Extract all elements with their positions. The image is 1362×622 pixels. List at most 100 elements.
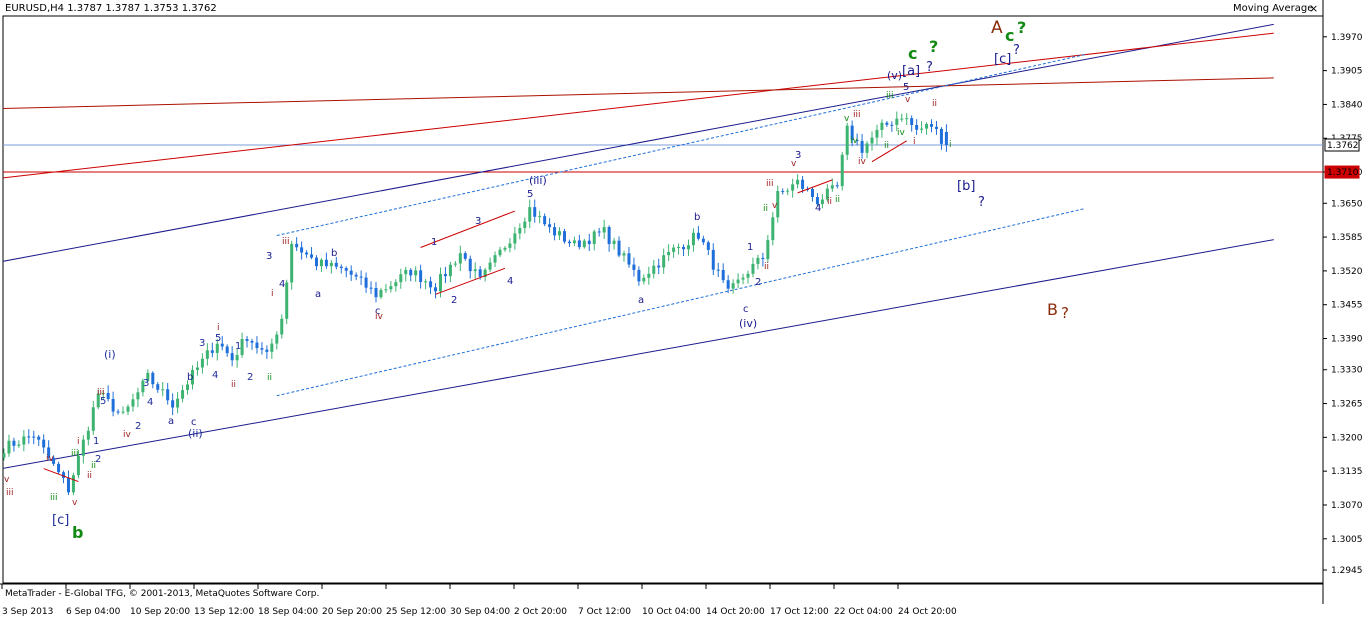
candle-body bbox=[840, 154, 844, 187]
candle-body bbox=[701, 238, 705, 243]
wave-label: iv bbox=[897, 128, 906, 138]
wave-label: v bbox=[72, 498, 78, 508]
candle-body bbox=[86, 430, 90, 440]
candle-body bbox=[52, 457, 56, 464]
candle-body bbox=[290, 243, 294, 283]
wave-label: 1 bbox=[235, 341, 241, 352]
wave-channel-line bbox=[435, 267, 506, 295]
candle-body bbox=[379, 289, 383, 298]
y-tick-label: 1.3135 bbox=[1331, 467, 1362, 477]
candle-body bbox=[438, 274, 442, 292]
candle-body bbox=[850, 125, 854, 140]
plot-area: [c]biiiviviiiiviiiii12iiiii5(i)iv234abc(… bbox=[3, 18, 1323, 542]
wave-label: 3 bbox=[266, 251, 272, 262]
candle-body bbox=[815, 196, 819, 205]
trend-line bbox=[3, 77, 1274, 109]
x-tick-label: 6 Sep 04:00 bbox=[66, 607, 121, 617]
wave-label: [c] bbox=[994, 52, 1011, 67]
wave-label: (v) bbox=[887, 69, 902, 82]
candle-body bbox=[240, 339, 244, 356]
wave-label: iv bbox=[858, 157, 867, 167]
wave-label: iv bbox=[123, 430, 132, 440]
wave-label: v bbox=[4, 475, 10, 485]
wave-label: 3 bbox=[795, 150, 801, 161]
wave-label: i bbox=[77, 437, 80, 447]
wave-label: 2 bbox=[755, 277, 761, 288]
candle-body bbox=[577, 240, 581, 248]
candle-body bbox=[384, 289, 388, 291]
candle-body bbox=[250, 341, 254, 343]
candle-body bbox=[463, 253, 467, 259]
indicator-label[interactable]: Moving Average bbox=[1233, 3, 1314, 14]
candle-body bbox=[161, 389, 165, 391]
candle-body bbox=[354, 274, 358, 277]
candle-body bbox=[141, 380, 145, 393]
candle-body bbox=[607, 227, 611, 245]
candle-body bbox=[101, 392, 105, 394]
wave-label: [b] bbox=[957, 179, 975, 194]
candle-body bbox=[280, 318, 284, 335]
wave-label: 3 bbox=[143, 378, 149, 389]
price-tag bbox=[1324, 165, 1360, 179]
candle-body bbox=[567, 241, 571, 244]
candle-body bbox=[652, 265, 656, 274]
candle-body bbox=[657, 265, 661, 268]
x-tick-label: 30 Sep 04:00 bbox=[450, 607, 510, 617]
y-tick-label: 1.3070 bbox=[1331, 501, 1362, 511]
wave-label: iv bbox=[46, 454, 55, 464]
candle-body bbox=[493, 255, 497, 263]
candle-body bbox=[875, 129, 879, 138]
x-tick-label: 10 Sep 20:00 bbox=[130, 607, 190, 617]
candle-body bbox=[835, 185, 839, 187]
plot-frame bbox=[2, 15, 1324, 584]
wave-label: 1 bbox=[431, 237, 437, 248]
candle-body bbox=[860, 140, 864, 153]
candle-body bbox=[295, 243, 299, 248]
x-tick-label: 10 Oct 04:00 bbox=[642, 607, 701, 617]
candle-body bbox=[677, 246, 681, 248]
wave-label: iii bbox=[766, 179, 774, 189]
candle-body bbox=[870, 137, 874, 144]
candle-body bbox=[195, 367, 199, 370]
candle-body bbox=[76, 455, 80, 476]
candle-body bbox=[786, 190, 790, 192]
wave-label: b bbox=[694, 212, 700, 223]
wave-label: 5 bbox=[903, 82, 909, 93]
candle-body bbox=[66, 477, 70, 493]
wave-label: ? bbox=[1061, 304, 1069, 322]
wave-label: ii bbox=[267, 373, 272, 383]
wave-label: iii bbox=[71, 449, 79, 459]
trend-line bbox=[3, 32, 1274, 179]
candle-body bbox=[771, 217, 775, 241]
candle-body bbox=[513, 233, 517, 244]
wave-label: B bbox=[1047, 300, 1058, 319]
wave-label: i bbox=[217, 323, 220, 333]
candle-body bbox=[151, 372, 155, 385]
candle-body bbox=[215, 343, 219, 353]
candle-body bbox=[696, 232, 700, 239]
candle-body bbox=[468, 258, 472, 272]
wave-label: iii bbox=[6, 488, 14, 498]
x-tick-label: 22 Oct 04:00 bbox=[834, 607, 893, 617]
candle-body bbox=[691, 232, 695, 246]
wave-label: (ii) bbox=[188, 427, 203, 440]
price-tag bbox=[1324, 138, 1360, 152]
wave-label: iii bbox=[97, 388, 105, 398]
candle-body bbox=[637, 269, 641, 282]
close-icon[interactable]: × bbox=[1309, 2, 1319, 15]
y-tick-label: 1.3200 bbox=[1331, 433, 1362, 443]
wave-label: iii bbox=[886, 91, 894, 101]
candle-body bbox=[582, 240, 586, 248]
candle-body bbox=[791, 184, 795, 191]
candle-body bbox=[478, 269, 482, 277]
candle-body bbox=[106, 392, 110, 399]
candle-body bbox=[533, 207, 537, 217]
wave-label: b bbox=[187, 372, 193, 383]
candle-body bbox=[741, 277, 745, 280]
candle-body bbox=[632, 264, 636, 270]
candle-body bbox=[7, 440, 11, 454]
candle-body bbox=[265, 349, 269, 352]
wave-label: ii bbox=[827, 197, 832, 207]
